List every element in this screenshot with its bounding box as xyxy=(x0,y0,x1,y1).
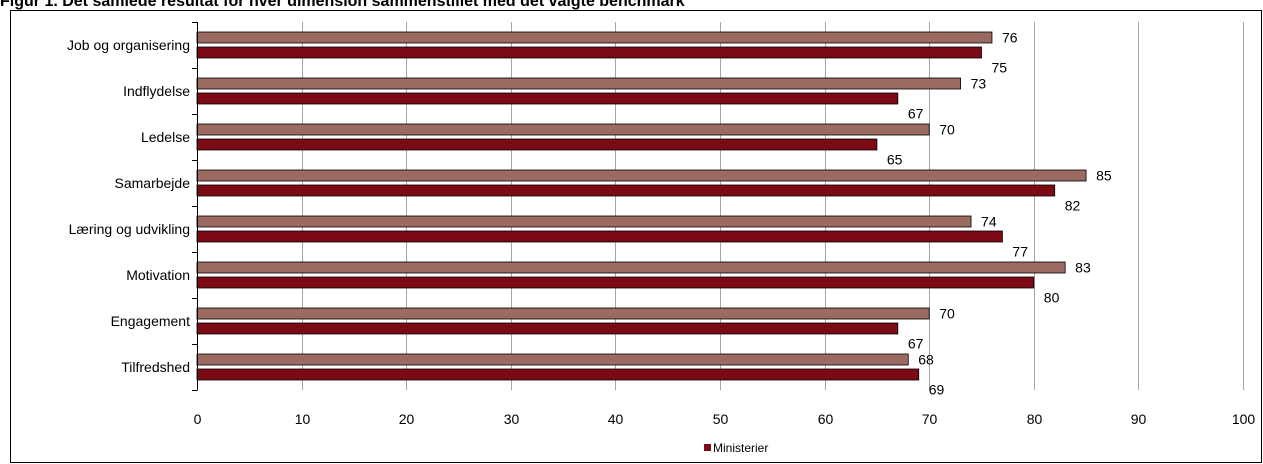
bar xyxy=(196,77,961,90)
bar xyxy=(196,138,878,151)
category-label: Samarbejde xyxy=(115,175,191,191)
bar xyxy=(196,368,920,381)
bar xyxy=(196,353,909,366)
bar xyxy=(196,46,982,59)
data-label: 82 xyxy=(1065,198,1081,214)
bar xyxy=(196,169,1087,182)
legend-swatch xyxy=(704,444,711,451)
bar xyxy=(196,184,1056,197)
bar xyxy=(196,92,899,105)
x-tick-label: 50 xyxy=(713,411,729,427)
axes xyxy=(192,22,198,391)
data-label: 73 xyxy=(971,76,987,92)
data-label: 70 xyxy=(939,306,955,322)
bar xyxy=(196,230,1003,243)
x-tick-label: 90 xyxy=(1131,411,1147,427)
x-tick-label: 60 xyxy=(818,411,834,427)
chart-border xyxy=(10,10,1262,463)
bars xyxy=(196,31,1087,381)
bar xyxy=(196,322,899,335)
data-label: 83 xyxy=(1075,260,1091,276)
category-label: Indflydelse xyxy=(123,83,190,99)
category-label: Motivation xyxy=(126,267,190,283)
figure-title: Figur 1. Det samlede resultat for hver d… xyxy=(0,0,685,10)
data-label: 76 xyxy=(1002,30,1018,46)
legend: Ministerier xyxy=(704,441,768,455)
bar xyxy=(196,31,993,44)
data-label: 70 xyxy=(939,122,955,138)
data-label: 67 xyxy=(908,336,924,352)
bar xyxy=(196,307,930,320)
category-label: Job og organisering xyxy=(67,37,190,53)
data-label: 67 xyxy=(908,106,924,122)
legend-label: Ministerier xyxy=(713,441,768,455)
x-tick-label: 80 xyxy=(1027,411,1043,427)
gridlines xyxy=(302,22,1244,390)
category-label: Læring og udvikling xyxy=(69,221,190,237)
bar xyxy=(196,215,972,228)
data-label: 68 xyxy=(918,352,934,368)
data-label: 75 xyxy=(992,60,1008,76)
category-label: Engagement xyxy=(111,313,191,329)
x-tick-label: 100 xyxy=(1232,411,1256,427)
x-tick-label: 10 xyxy=(295,411,311,427)
category-label: Ledelse xyxy=(141,129,190,145)
labels: 0 10 20 30 40 50 60 70 80 90 100 Job og organiserin… xyxy=(67,30,1255,428)
x-tick-label: 70 xyxy=(922,411,938,427)
bar xyxy=(196,276,1035,289)
bar xyxy=(196,123,930,136)
x-tick-label: 40 xyxy=(608,411,624,427)
data-label: 77 xyxy=(1012,244,1028,260)
category-label: Tilfredshed xyxy=(121,359,190,375)
data-label: 74 xyxy=(981,214,997,230)
x-tick-label: 30 xyxy=(504,411,520,427)
data-label: 80 xyxy=(1044,290,1060,306)
data-label: 65 xyxy=(887,152,903,168)
x-tick-label: 20 xyxy=(399,411,415,427)
x-tick-label: 0 xyxy=(194,411,202,427)
bar xyxy=(196,261,1066,274)
data-label: 69 xyxy=(929,382,945,398)
data-label: 85 xyxy=(1096,168,1112,184)
